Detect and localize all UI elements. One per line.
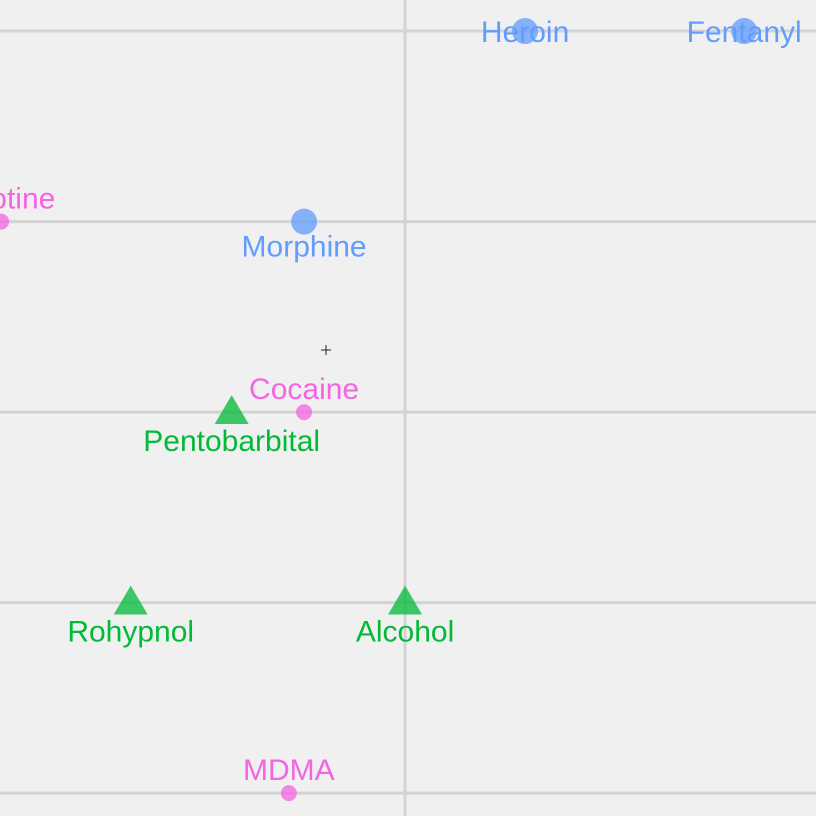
point-label: Alcohol <box>356 616 454 649</box>
point <box>731 18 758 45</box>
point-label: Heroin <box>481 16 569 49</box>
point <box>512 18 539 45</box>
point <box>113 585 148 615</box>
point <box>280 785 297 802</box>
point <box>296 404 313 421</box>
point <box>0 213 10 230</box>
point-label: Morphine <box>242 230 367 263</box>
point <box>214 395 249 424</box>
point-label: Nicotine <box>0 182 55 215</box>
point <box>388 585 423 615</box>
point-label: Pentobarbital <box>143 425 320 458</box>
point <box>291 208 318 235</box>
point-label: MDMA <box>243 754 335 787</box>
point-label: Rohypnol <box>67 616 194 649</box>
point-label: Fentanyl <box>687 16 802 49</box>
point-label: Cocaine <box>249 373 359 406</box>
